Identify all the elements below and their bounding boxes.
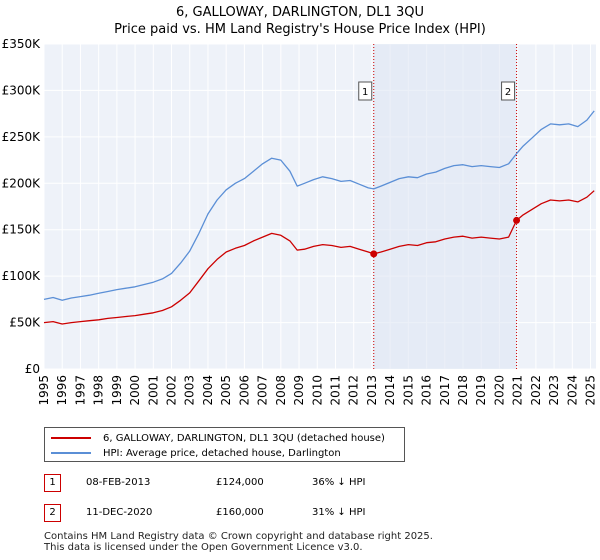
sale-callout-label: 1 <box>362 87 368 98</box>
x-tick-label: 2000 <box>128 375 142 406</box>
y-tick-label: £350K <box>2 37 42 51</box>
x-tick-label: 2020 <box>492 375 506 406</box>
y-tick-label: £50K <box>9 316 41 330</box>
x-tick-label: 1996 <box>55 375 69 406</box>
series-lines <box>43 110 595 325</box>
sale-point-marker <box>513 216 521 224</box>
x-tick-label: 2010 <box>310 375 324 406</box>
x-tick-label: 2004 <box>201 375 215 406</box>
series-line <box>43 190 595 325</box>
x-tick-label: 2008 <box>274 375 288 406</box>
sale-number-badge: 1 <box>44 474 61 492</box>
sale-row: 1 08-FEB-2013 £124,000 36% ↓ HPI <box>44 474 444 494</box>
x-tick-label: 2023 <box>547 375 561 406</box>
sale-price: £124,000 <box>216 477 264 488</box>
legend-item-property: 6, GALLOWAY, DARLINGTON, DL1 3QU (detach… <box>51 431 385 445</box>
sale-callout-label: 2 <box>505 87 511 98</box>
sale-callout-box <box>358 81 373 101</box>
x-tick-label: 2011 <box>328 375 342 406</box>
x-tick-label: 2001 <box>146 375 160 406</box>
sale-number-badge: 2 <box>44 504 61 522</box>
x-tick-label: 2017 <box>438 375 452 406</box>
x-tick-label: 2022 <box>529 375 543 406</box>
x-tick-label: 1999 <box>110 375 124 406</box>
x-tick-label: 2016 <box>420 375 434 406</box>
chart-title: 6, GALLOWAY, DARLINGTON, DL1 3QU <box>176 5 424 20</box>
legend-label-hpi: HPI: Average price, detached house, Darl… <box>103 447 341 459</box>
sale-date: 08-FEB-2013 <box>86 477 151 488</box>
axis-labels: £0 £50K £100K £150K £200K £250K £300K £350K 1995… <box>2 37 598 406</box>
sale-price: £160,000 <box>216 507 264 518</box>
x-tick-label: 2015 <box>401 375 415 406</box>
x-tick-label: 1998 <box>92 375 106 406</box>
x-tick-label: 1997 <box>73 375 87 406</box>
x-tick-label: 2018 <box>456 375 470 406</box>
footer-line-2: This data is licensed under the Open Gov… <box>44 542 363 553</box>
x-tick-label: 2007 <box>256 375 270 406</box>
legend-label-property: 6, GALLOWAY, DARLINGTON, DL1 3QU (detach… <box>103 432 385 444</box>
x-tick-label: 2013 <box>365 375 379 406</box>
sale-row: 2 11-DEC-2020 £160,000 31% ↓ HPI <box>44 504 444 524</box>
x-tick-label: 2021 <box>511 375 525 406</box>
y-tick-label: £300K <box>2 83 42 97</box>
chart-subtitle: Price paid vs. HM Land Registry's House … <box>114 22 486 37</box>
series-line <box>43 110 595 301</box>
sale-markers <box>370 216 521 258</box>
x-tick-label: 2005 <box>219 375 233 406</box>
x-tick-label: 2003 <box>183 375 197 406</box>
x-tick-label: 2002 <box>165 375 179 406</box>
sale-hpi-diff: 36% ↓ HPI <box>312 477 366 488</box>
y-tick-label: £150K <box>2 223 42 237</box>
x-tick-label: 1995 <box>37 375 51 406</box>
sale-callout-box <box>501 81 516 101</box>
x-tick-label: 2009 <box>292 375 306 406</box>
legend-item-hpi: HPI: Average price, detached house, Darl… <box>51 446 341 460</box>
x-tick-label: 2012 <box>347 375 361 406</box>
footer: Contains HM Land Registry data © Crown c… <box>44 531 433 553</box>
footer-line-1: Contains HM Land Registry data © Crown c… <box>44 531 433 542</box>
x-tick-label: 2019 <box>474 375 488 406</box>
x-tick-label: 2024 <box>565 375 579 406</box>
x-tick-label: 2025 <box>584 375 598 406</box>
y-tick-label: £200K <box>2 176 42 190</box>
y-tick-label: £0 <box>25 362 40 376</box>
legend-swatch-property <box>51 437 91 439</box>
legend-swatch-hpi <box>51 452 91 454</box>
sale-date: 11-DEC-2020 <box>86 507 153 518</box>
sale-point-marker <box>370 250 378 258</box>
y-tick-label: £250K <box>2 130 42 144</box>
y-tick-label: £100K <box>2 269 42 283</box>
chart-title-block: 6, GALLOWAY, DARLINGTON, DL1 3QU Price p… <box>0 4 600 38</box>
legend: 6, GALLOWAY, DARLINGTON, DL1 3QU (detach… <box>44 427 405 462</box>
sale-hpi-diff: 31% ↓ HPI <box>312 507 366 518</box>
sale-period-band <box>373 44 517 369</box>
x-tick-label: 2006 <box>237 375 251 406</box>
x-tick-label: 2014 <box>383 375 397 406</box>
